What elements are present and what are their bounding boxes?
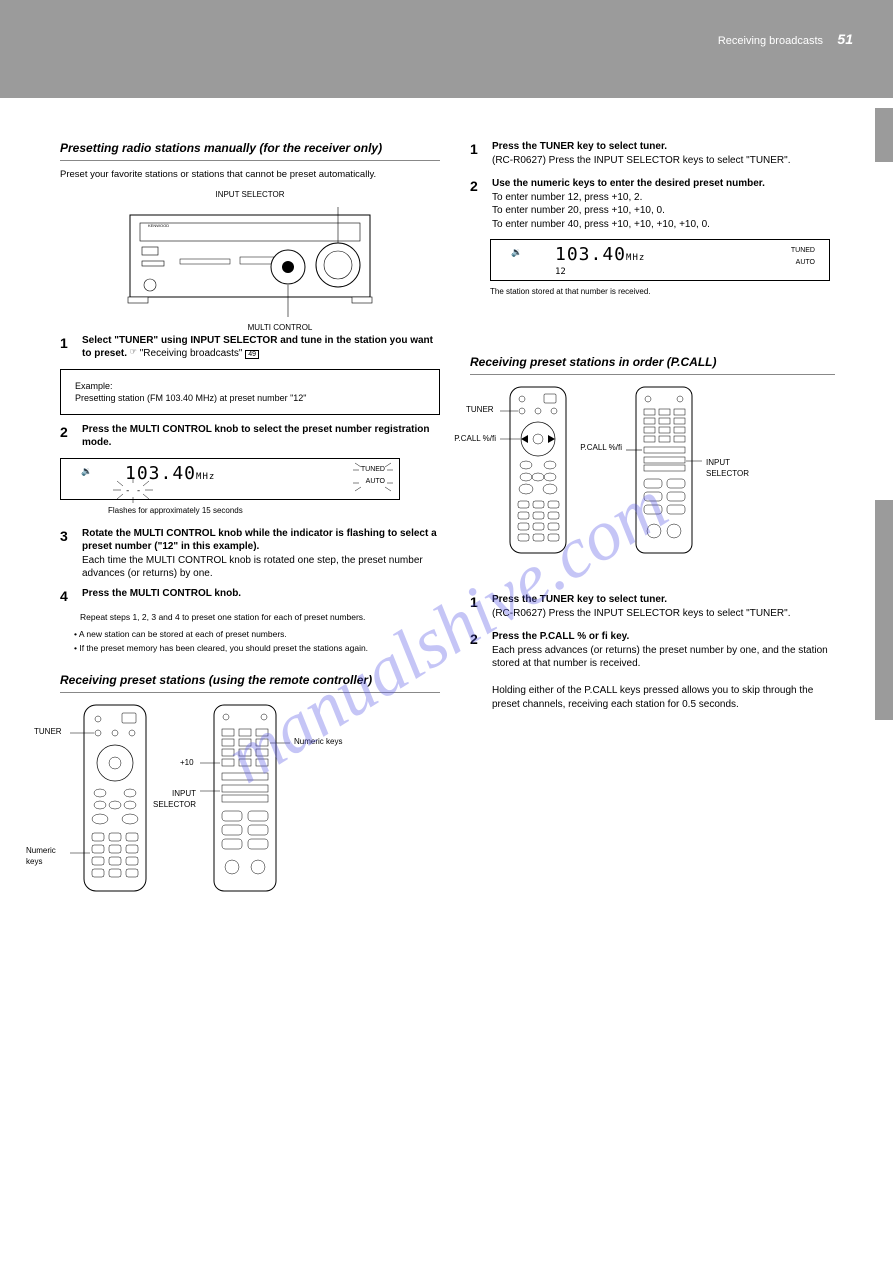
lcd-display-2: 103.40MHz 12 TUNED AUTO bbox=[490, 239, 830, 281]
section-title-pcall: Receiving preset stations in order (P.CA… bbox=[470, 354, 835, 370]
display-caption: Flashes for approximately 15 seconds bbox=[108, 506, 440, 517]
display-caption: The station stored at that number is rec… bbox=[490, 287, 835, 298]
step-3: 3 Rotate the MULTI CONTROL knob while th… bbox=[60, 527, 440, 581]
page-number: 51 bbox=[837, 30, 853, 49]
step-number: 2 bbox=[470, 630, 484, 711]
side-tab-language bbox=[875, 108, 893, 162]
speaker-icon bbox=[511, 246, 522, 259]
step-p1: 1 Press the TUNER key to select tuner. (… bbox=[470, 593, 835, 620]
step-number: 4 bbox=[60, 587, 74, 606]
step-text: Press the TUNER key to select tuner. (RC… bbox=[492, 140, 790, 167]
step-text: Rotate the MULTI CONTROL knob while the … bbox=[82, 527, 440, 581]
header-title: Receiving broadcasts bbox=[718, 34, 823, 49]
step-2: 2 Press the MULTI CONTROL knob to select… bbox=[60, 423, 440, 450]
receiver-figure: INPUT SELECTOR KENWOOD MULTI CONTROL bbox=[60, 190, 440, 334]
step-text: Press the MULTI CONTROL knob. bbox=[82, 587, 241, 606]
remote-b-icon bbox=[626, 385, 702, 555]
step-number: 3 bbox=[60, 527, 74, 581]
step-1: 1 Select "TUNER" using INPUT SELECTOR an… bbox=[60, 334, 440, 361]
remote-label-pcall: P.CALL %/fi bbox=[568, 443, 622, 454]
callout-multi-control: MULTI CONTROL bbox=[120, 323, 440, 334]
notes-list: A new station can be stored at each of p… bbox=[74, 629, 440, 654]
divider bbox=[470, 374, 835, 375]
step-number: 2 bbox=[470, 177, 484, 231]
remote-b: Numeric keys +10 INPUT SELECTOR bbox=[200, 703, 290, 936]
remote-label-input-selector: INPUT SELECTOR bbox=[142, 789, 196, 811]
step-text: Press the TUNER key to select tuner. (RC… bbox=[492, 593, 790, 620]
step-r1: 1 Press the TUNER key to select tuner. (… bbox=[470, 140, 835, 167]
divider bbox=[60, 160, 440, 161]
header-banner bbox=[0, 0, 893, 98]
divider bbox=[60, 692, 440, 693]
list-item: A new station can be stored at each of p… bbox=[74, 629, 440, 640]
example-title: Example: bbox=[75, 380, 425, 392]
flash-burst-icon bbox=[353, 461, 393, 497]
step-number: 1 bbox=[470, 140, 484, 167]
example-text: Presetting station (FM 103.40 MHz) at pr… bbox=[75, 392, 425, 404]
remote-figure-pair: TUNER Numeric keys bbox=[70, 703, 440, 936]
lcd-auto: AUTO bbox=[796, 258, 815, 267]
remote-label-numeric: Numeric keys bbox=[26, 846, 66, 868]
step-note: Repeat steps 1, 2, 3 and 4 to preset one… bbox=[80, 612, 440, 623]
step-p2: 2 Press the P.CALL % or fi key. Each pre… bbox=[470, 630, 835, 711]
section-title-preset-manual: Presetting radio stations manually (for … bbox=[60, 140, 440, 156]
remote-figure-pair-2: TUNER P.CALL %/fi bbox=[500, 385, 835, 587]
remote-a: TUNER P.CALL %/fi bbox=[500, 385, 576, 587]
example-box: Example: Presetting station (FM 103.40 M… bbox=[60, 369, 440, 415]
callout-input-selector: INPUT SELECTOR bbox=[60, 190, 440, 201]
remote-b-icon bbox=[200, 703, 290, 893]
step-number: 2 bbox=[60, 423, 74, 450]
step-number: 1 bbox=[60, 334, 74, 361]
step-r2: 2 Use the numeric keys to enter the desi… bbox=[470, 177, 835, 231]
side-tab-section bbox=[875, 500, 893, 720]
step-text: Select "TUNER" using INPUT SELECTOR and … bbox=[82, 334, 440, 361]
flash-burst-icon bbox=[113, 477, 153, 503]
list-item: If the preset memory has been cleared, y… bbox=[74, 643, 440, 654]
section-desc: Preset your favorite stations or station… bbox=[60, 169, 440, 182]
receiver-icon: KENWOOD bbox=[120, 207, 380, 317]
remote-label-tuner: TUNER bbox=[34, 727, 62, 738]
remote-label-numeric: Numeric keys bbox=[294, 737, 344, 748]
remote-label-plus10: +10 bbox=[180, 758, 194, 769]
section-title-receive-preset: Receiving preset stations (using the rem… bbox=[60, 672, 440, 688]
remote-label-tuner: TUNER bbox=[466, 405, 494, 416]
step-4: 4 Press the MULTI CONTROL knob. bbox=[60, 587, 440, 606]
remote-b: P.CALL %/fi INPUT SELECTOR bbox=[626, 385, 702, 587]
lcd-preset: 12 bbox=[555, 266, 566, 278]
speaker-icon bbox=[81, 465, 92, 478]
lcd-frequency: 103.40MHz bbox=[555, 243, 645, 267]
remote-a: TUNER Numeric keys bbox=[70, 703, 160, 936]
remote-label-input-selector: INPUT SELECTOR bbox=[706, 458, 760, 480]
step-text: Press the MULTI CONTROL knob to select t… bbox=[82, 423, 440, 450]
remote-a-icon bbox=[500, 385, 576, 555]
step-number: 1 bbox=[470, 593, 484, 620]
svg-text:KENWOOD: KENWOOD bbox=[148, 223, 169, 228]
lcd-tuned: TUNED bbox=[791, 246, 815, 255]
step-text: Press the P.CALL % or fi key. Each press… bbox=[492, 630, 835, 711]
step-text: Use the numeric keys to enter the desire… bbox=[492, 177, 765, 231]
remote-label-pcall: P.CALL %/fi bbox=[446, 434, 496, 445]
lcd-display-1: 103.40MHz - - TUNED AUTO bbox=[60, 458, 400, 500]
